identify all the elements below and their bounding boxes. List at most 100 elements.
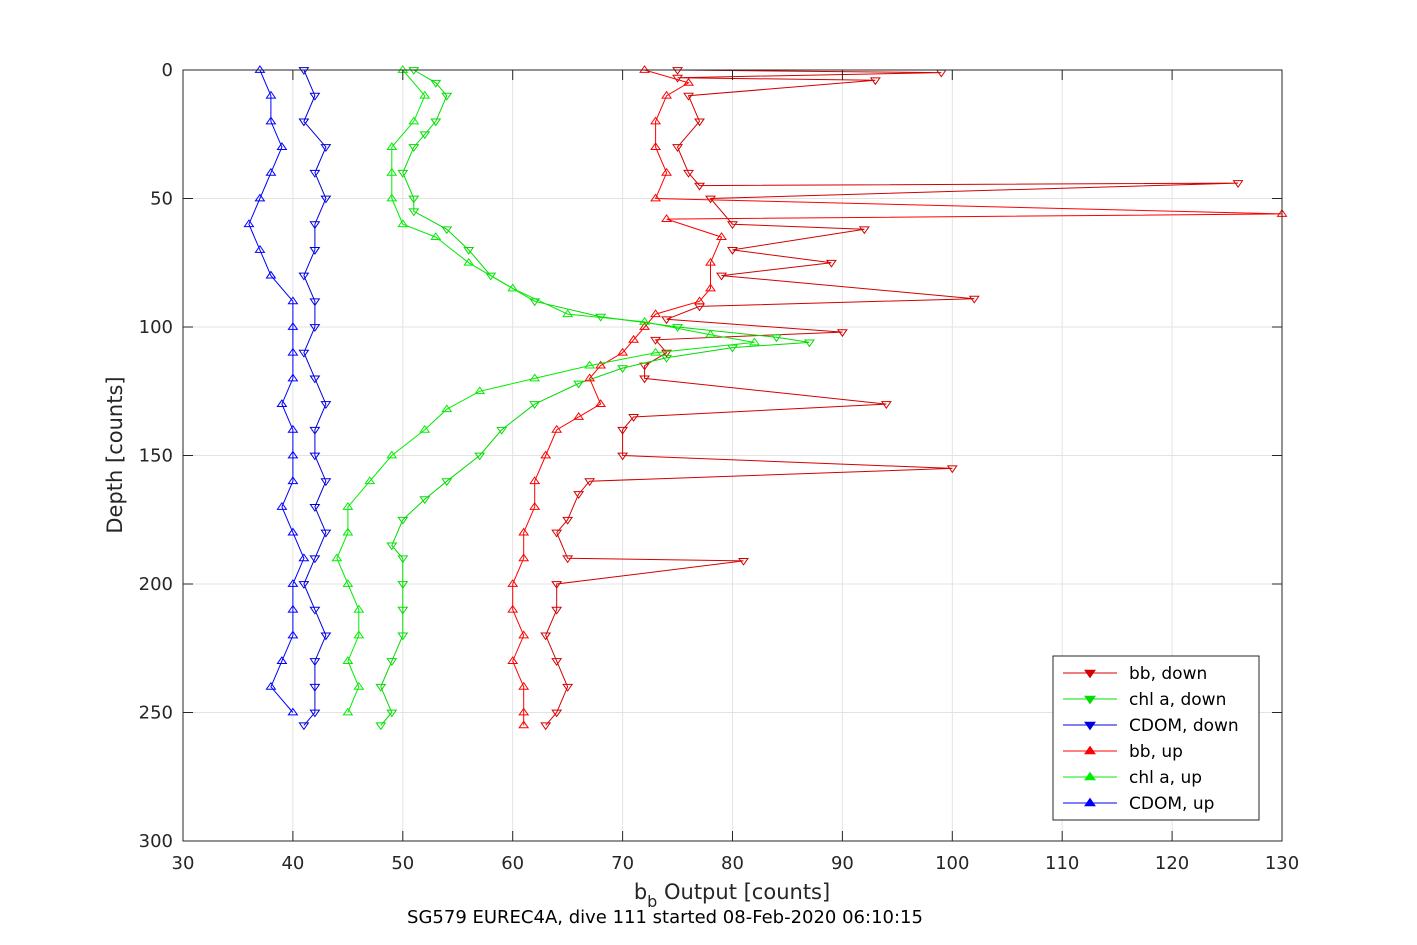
data-point: [869, 77, 881, 86]
legend-entry: CDOM, up: [1063, 794, 1214, 814]
data-point: [858, 226, 870, 235]
y-tick-label: 200: [139, 574, 173, 595]
data-point: [463, 257, 475, 266]
series-line: [512, 69, 1283, 726]
data-point: [386, 193, 398, 202]
legend-swatch-marker: [1084, 695, 1096, 705]
legend-entry: bb, down: [1063, 664, 1207, 684]
data-point: [661, 354, 673, 363]
data-point: [584, 373, 596, 382]
data-point: [397, 516, 409, 525]
data-point: [518, 720, 530, 729]
data-point: [650, 309, 662, 318]
data-point: [386, 542, 398, 551]
data-point: [694, 182, 705, 191]
data-point: [551, 606, 563, 615]
data-point: [408, 195, 420, 204]
data-point: [254, 193, 266, 202]
data-point: [342, 579, 354, 587]
series-5: [243, 65, 310, 716]
data-point: [430, 118, 442, 127]
data-point: [287, 424, 299, 433]
series-4: [331, 65, 760, 716]
data-point: [661, 167, 673, 176]
legend-entry: CDOM, down: [1063, 716, 1239, 736]
data-point: [386, 658, 398, 667]
data-point: [672, 144, 684, 153]
x-tick-label: 60: [501, 853, 524, 874]
data-point: [617, 365, 629, 374]
data-point: [716, 232, 727, 240]
data-point: [353, 681, 365, 690]
data-point: [287, 630, 299, 639]
data-point: [408, 208, 420, 217]
data-point: [584, 478, 596, 487]
data-point: [880, 401, 892, 410]
data-point: [825, 259, 837, 268]
data-point: [408, 67, 420, 75]
data-point: [386, 142, 398, 151]
data-point: [287, 476, 299, 485]
data-point: [408, 116, 420, 125]
data-point: [386, 167, 398, 176]
data-point: [375, 683, 387, 692]
legend-label: CDOM, up: [1129, 794, 1214, 814]
data-point: [650, 193, 662, 202]
data-point: [683, 77, 694, 86]
data-point: [320, 478, 332, 487]
legend-label: chl a, up: [1129, 768, 1202, 788]
data-point: [309, 606, 321, 615]
data-point: [309, 324, 321, 332]
data-point: [309, 298, 321, 307]
data-point: [683, 169, 694, 178]
legend-label: chl a, down: [1129, 690, 1226, 710]
data-point: [342, 527, 354, 536]
data-point: [430, 232, 442, 240]
data-point: [287, 373, 299, 382]
data-point: [507, 656, 519, 665]
data-point: [320, 401, 332, 410]
data-point: [397, 169, 409, 178]
data-point: [562, 555, 574, 564]
x-axis-label-main: b: [634, 880, 647, 904]
data-point: [309, 709, 321, 718]
data-point: [309, 169, 321, 178]
data-point: [386, 709, 398, 718]
data-point: [540, 722, 552, 731]
data-point: [375, 722, 387, 731]
series-0: [540, 67, 1244, 731]
data-point: [617, 347, 629, 356]
data-point: [397, 219, 409, 228]
data-point: [309, 221, 321, 230]
data-point: [529, 373, 541, 382]
data-point: [298, 581, 310, 589]
data-point: [738, 557, 749, 566]
data-point: [639, 65, 651, 73]
data-point: [474, 386, 486, 395]
data-point: [551, 424, 563, 433]
x-tick-label: 70: [611, 853, 634, 874]
legend-label: bb, down: [1129, 664, 1207, 684]
data-point: [276, 501, 288, 510]
data-point: [716, 272, 727, 281]
data-point: [309, 426, 321, 435]
legend-entry: bb, up: [1063, 742, 1183, 762]
x-axis-label-rest: Output [counts]: [657, 880, 830, 904]
data-point: [694, 118, 705, 127]
x-axis: 30 40 50 60 70 80 90 100 110 120 130: [172, 70, 1299, 874]
data-point: [265, 90, 277, 99]
data-point: [397, 581, 409, 589]
data-point: [441, 92, 453, 101]
x-tick-label: 120: [1155, 853, 1189, 874]
data-point: [287, 450, 299, 459]
series-2: [298, 67, 332, 731]
data-point: [507, 579, 519, 587]
data-point: [254, 244, 266, 253]
data-point: [573, 380, 585, 389]
data-point: [441, 226, 453, 235]
data-point: [276, 656, 288, 665]
data-point: [298, 67, 310, 75]
y-tick-label: 0: [162, 60, 173, 81]
data-point: [573, 491, 585, 499]
